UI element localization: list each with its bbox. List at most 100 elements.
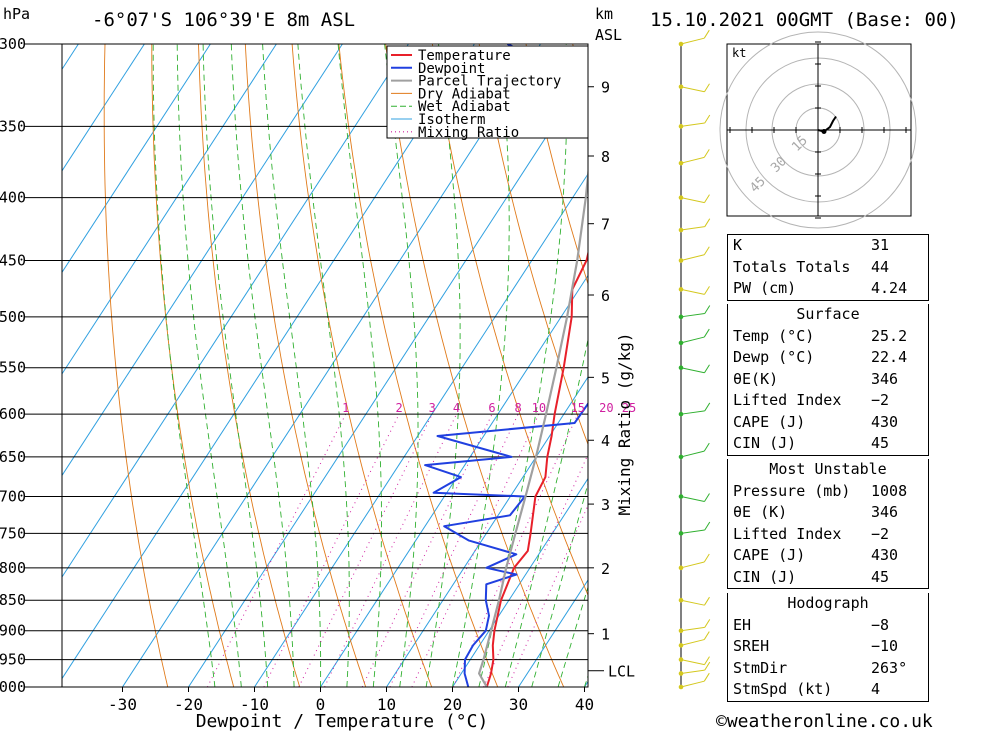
x-tick-label: 10 [377, 695, 396, 714]
row-label: CIN (J) [733, 567, 797, 586]
row-value: 430 [871, 412, 899, 431]
km-tick-label: 9 [601, 79, 610, 97]
series-temperature [485, 249, 588, 687]
mixing-ratio-label: 25 [622, 401, 636, 415]
wind-barb [680, 626, 705, 632]
legend-entry: Parcel Trajectory [418, 74, 561, 90]
dry-adiabat-line [103, 44, 169, 687]
isotherm-line [452, 477, 588, 687]
x-tick-label: -20 [174, 695, 203, 714]
km-unit: km [595, 5, 614, 23]
wet-adiabat-line [297, 44, 350, 687]
row-label: Pressure (mb) [733, 481, 851, 500]
wind-barb-flag [703, 29, 710, 39]
mixing-ratio-line [507, 504, 588, 687]
table-row: CAPE (J) 430 [728, 412, 928, 434]
asl-unit: ASL [595, 26, 623, 44]
pressure-tick-label: 550 [0, 359, 26, 377]
mixing-ratio-line [263, 413, 400, 687]
x-tick-label: 30 [509, 695, 528, 714]
mixing-ratio-label: 3 [429, 401, 436, 415]
table-row: Lifted Index −2 [728, 390, 928, 412]
wind-barb-flag [704, 619, 711, 628]
isotherm-line [62, 44, 409, 578]
x-axis-label: Dewpoint / Temperature (°C) [196, 711, 489, 732]
dry-adiabat-line [947, 44, 1000, 687]
wind-barb [680, 254, 705, 262]
row-label: Temp (°C) [733, 326, 815, 345]
x-tick-label: 0 [316, 695, 326, 714]
wind-barb [680, 37, 705, 45]
wind-barb-flag [704, 286, 710, 295]
wet-adiabat-line [230, 44, 295, 687]
dry-adiabat-line [478, 44, 588, 446]
dry-adiabat-line [994, 44, 1000, 687]
wind-profile [678, 29, 711, 690]
pressure-tick-label: 650 [0, 448, 26, 466]
table-row: SREH −10 [728, 636, 928, 658]
wind-barb [680, 561, 705, 569]
wind-barb [680, 496, 705, 502]
hodograph-unit: kt [732, 46, 746, 60]
isotherm-line [62, 44, 343, 477]
pressure-tick-label: 950 [0, 651, 26, 669]
row-value: 346 [871, 503, 899, 521]
location-title: -6°07'S 106°39'E 8m ASL [92, 9, 356, 31]
wind-barb [680, 156, 705, 164]
wet-adiabat-line [531, 481, 588, 687]
x-tick-label: 40 [575, 695, 594, 714]
legend-box [386, 45, 589, 139]
axes-labels: 1 2 3 4 6 8 10 15 20 2530035040045050055060065070… [0, 35, 636, 732]
legend-entry: Mixing Ratio [418, 125, 519, 141]
row-label: K [733, 236, 743, 254]
table-row: EH −8 [728, 615, 928, 637]
wet-adiabat-line [504, 337, 588, 687]
mixing-ratio-label: 20 [599, 401, 613, 415]
wind-barb [680, 197, 705, 204]
row-value: −10 [871, 637, 899, 655]
legend-entry: Temperature [418, 48, 511, 64]
isotherm-line [254, 173, 588, 687]
km-tick-label: 1 [601, 626, 610, 644]
wind-barb-flag [704, 218, 711, 227]
km-tick-label: 5 [601, 369, 610, 387]
wind-barb [680, 680, 705, 688]
pressure-tick-label: 500 [0, 308, 26, 326]
x-tick-label: -30 [108, 695, 137, 714]
hodograph-ring [719, 31, 917, 229]
wind-barb-flag [704, 661, 711, 671]
wind-barb [680, 529, 705, 534]
pressure-tick-label: 900 [0, 622, 26, 640]
wind-barb-flag [703, 631, 710, 640]
dry-adiabat-line [151, 44, 235, 687]
table-row: CAPE (J) 430 [728, 545, 928, 567]
plot-frame [61, 43, 589, 688]
wind-barb [680, 86, 705, 93]
wind-barb [680, 122, 705, 127]
wind-barb-flag [703, 149, 710, 158]
wind-barb-flag [703, 672, 710, 682]
wind-barb-flag [703, 246, 710, 256]
credit-text: ©weatheronline.co.uk [716, 711, 933, 732]
pressure-tick-label: 700 [0, 488, 26, 506]
table-row: Temp (°C) 25.2 [728, 326, 928, 348]
pressure-tick-label: 400 [0, 189, 26, 207]
wind-barb [680, 639, 705, 646]
mixing-ratio-line [361, 413, 493, 687]
row-label: CAPE (J) [733, 546, 806, 564]
row-label: Dewp (°C) [733, 348, 815, 366]
wind-barb-flag [704, 83, 710, 93]
mixing-ratio-line [206, 413, 347, 687]
row-label: θE(K) [733, 369, 779, 388]
table-row: θE (K) 346 [728, 502, 928, 524]
row-value: 346 [871, 369, 899, 388]
row-value: 45 [871, 567, 890, 586]
isotherm-line [386, 376, 588, 687]
storm-motion-marker [821, 129, 827, 134]
table-title: Surface [796, 305, 860, 323]
pressure-unit: hPa [3, 5, 31, 23]
table-row: K 31 [728, 235, 928, 257]
pressure-tick-label: 800 [0, 559, 26, 577]
